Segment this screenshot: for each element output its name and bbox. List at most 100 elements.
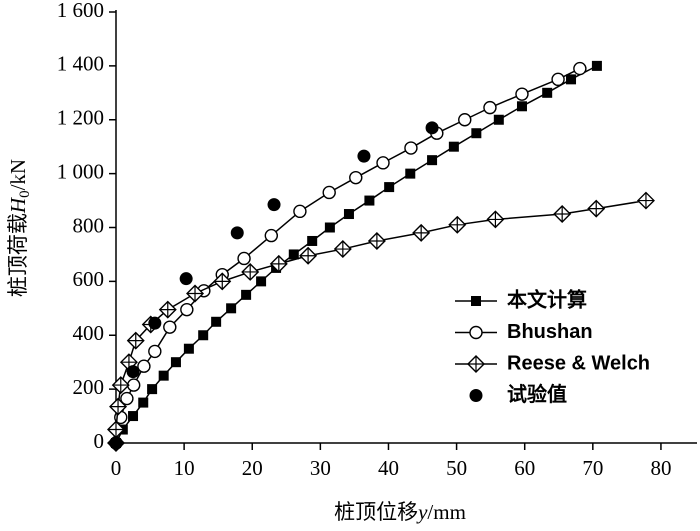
circle (293, 204, 307, 219)
marker (493, 114, 504, 125)
marker (126, 365, 140, 379)
marker (111, 376, 130, 395)
marker (158, 300, 177, 319)
marker (542, 87, 553, 98)
dot (267, 198, 281, 212)
legend-item: 本文计算 (455, 287, 587, 311)
circle (376, 156, 390, 170)
marker (299, 246, 318, 265)
cross (214, 273, 231, 290)
marker (126, 331, 145, 350)
square (170, 357, 181, 368)
circle (180, 302, 194, 317)
y-tick-label: 0 (94, 429, 105, 453)
marker (128, 411, 139, 422)
marker (458, 113, 472, 127)
dot (148, 316, 162, 330)
marker (183, 343, 194, 354)
x-tick-label: 10 (174, 456, 195, 480)
cross (588, 200, 605, 217)
dot (179, 272, 193, 286)
marker (109, 436, 123, 450)
marker (636, 191, 655, 210)
marker (269, 254, 288, 273)
circle (148, 344, 162, 359)
marker (516, 101, 527, 112)
cross (413, 224, 430, 241)
marker (120, 391, 134, 406)
circle (515, 87, 529, 101)
marker (471, 296, 481, 306)
legend-item: Reese & Welch (455, 352, 650, 374)
square (307, 235, 318, 246)
square (256, 276, 267, 287)
dot (126, 365, 140, 379)
square (198, 330, 209, 341)
marker (213, 272, 232, 291)
marker (138, 397, 149, 408)
square (147, 384, 158, 395)
dot (230, 226, 244, 240)
cross (554, 206, 571, 223)
square (364, 195, 375, 206)
square (448, 141, 459, 152)
cross (368, 232, 385, 249)
circle (551, 72, 565, 87)
square (158, 370, 169, 381)
square (493, 114, 504, 125)
marker (412, 223, 431, 242)
square (241, 289, 252, 300)
marker (163, 320, 177, 334)
y-label-part: H (6, 196, 30, 214)
marker (170, 357, 181, 368)
marker (226, 303, 237, 314)
marker (343, 209, 354, 220)
cross (334, 241, 351, 258)
marker (483, 100, 497, 115)
marker (186, 284, 205, 303)
y-tick-label: 1 600 (57, 0, 104, 22)
marker (427, 155, 438, 166)
legend-label: 本文计算 (507, 287, 587, 311)
circle (264, 228, 279, 243)
dot (425, 121, 439, 135)
x-tick-label: 20 (242, 456, 263, 480)
x-tick-label: 80 (650, 456, 671, 480)
square (471, 296, 481, 306)
cross (242, 263, 259, 280)
marker (367, 231, 386, 250)
x-tick-label: 0 (111, 456, 122, 480)
marker (307, 235, 318, 246)
legend-label: Bhushan (507, 321, 593, 343)
square (183, 343, 194, 354)
marker (551, 72, 565, 87)
x-tick-label: 50 (446, 456, 467, 480)
y-tick-label: 800 (73, 213, 105, 237)
y-tick-label: 400 (73, 321, 105, 345)
cross (127, 332, 144, 349)
y-label-part: 桩顶荷载 (6, 213, 30, 297)
circle (573, 61, 587, 76)
square (324, 222, 335, 233)
marker (264, 228, 279, 243)
cross (187, 285, 204, 302)
x-label-part: y (416, 500, 428, 524)
x-tick-label: 40 (378, 456, 399, 480)
y-tick-label: 200 (73, 375, 105, 399)
y-tick-label: 600 (73, 267, 105, 291)
marker (109, 397, 128, 416)
circle (458, 113, 472, 127)
marker (256, 276, 267, 287)
marker (566, 74, 577, 85)
marker (467, 355, 485, 373)
marker (198, 330, 209, 341)
square (471, 128, 482, 139)
marker (211, 316, 222, 327)
marker (376, 156, 390, 170)
dot (357, 149, 371, 163)
marker (471, 128, 482, 139)
marker (158, 370, 169, 381)
marker (322, 185, 336, 200)
circle (322, 185, 336, 200)
